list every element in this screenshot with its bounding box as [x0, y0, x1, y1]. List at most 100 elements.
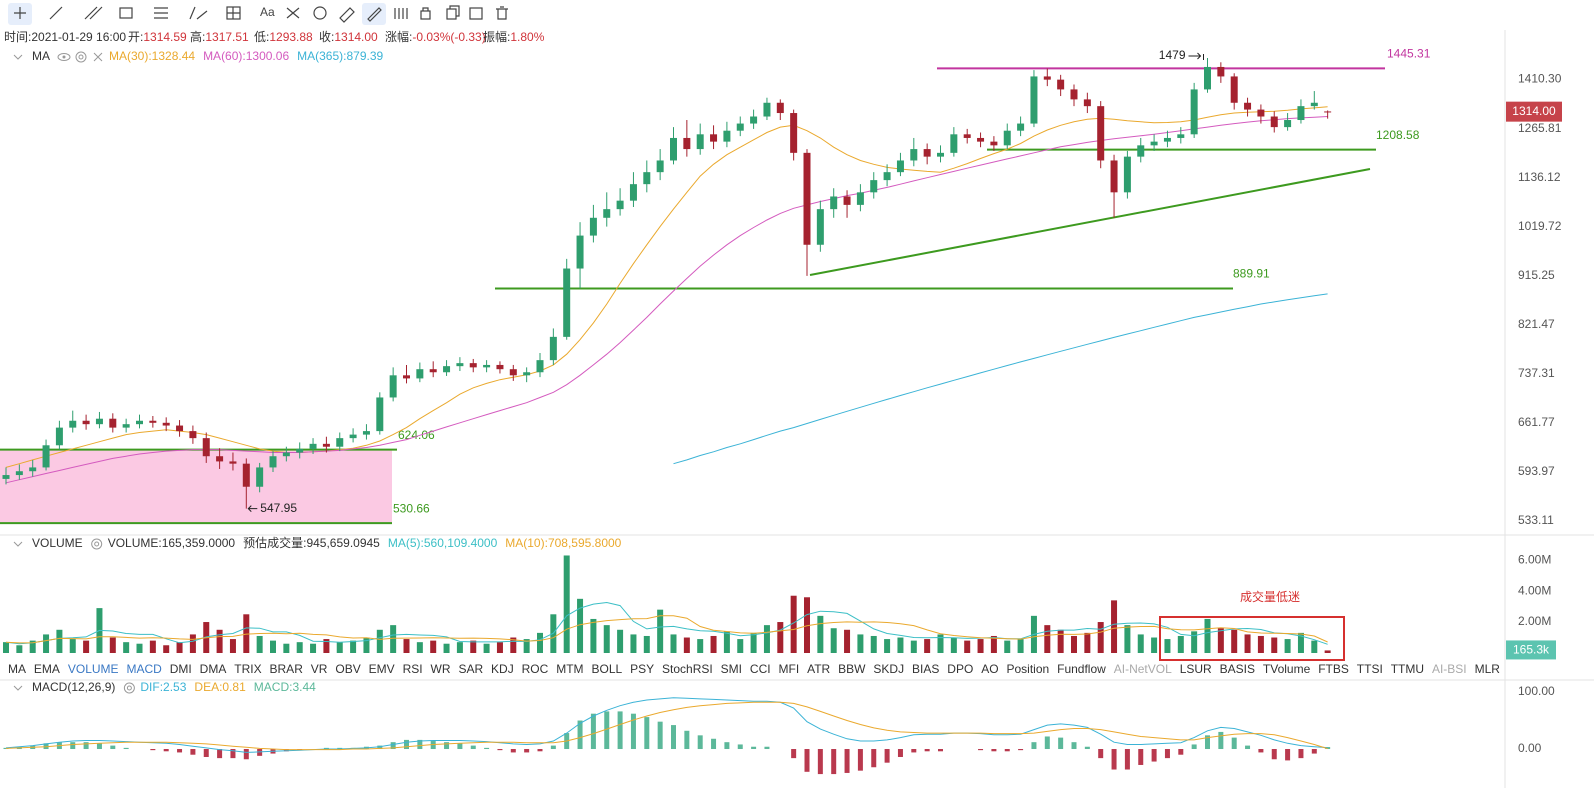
volume-bar [817, 615, 824, 653]
macd-bar [497, 749, 503, 751]
indicator-tab[interactable]: ROC [521, 662, 549, 676]
macd-bar [417, 739, 423, 750]
indicator-tab[interactable]: AO [981, 662, 999, 676]
volume-bar [270, 640, 276, 653]
indicator-tab[interactable]: MTM [556, 662, 584, 676]
collapse-chevron[interactable] [13, 541, 23, 547]
indicator-tab[interactable]: BBW [838, 662, 866, 676]
indicator-tab[interactable]: SMI [720, 662, 742, 676]
indicator-tab[interactable]: MLR [1474, 662, 1500, 676]
indicator-tab[interactable]: VOLUME [67, 662, 119, 676]
indicator-title: MACD(12,26,9) [32, 680, 115, 694]
volume-bar [1164, 639, 1171, 653]
gann-tool[interactable] [189, 6, 208, 20]
indicator-tab[interactable]: OBV [335, 662, 361, 676]
candle-body [336, 438, 344, 447]
annotation-box [1159, 616, 1345, 661]
indicator-tab[interactable]: BRAR [269, 662, 303, 676]
macd-bar [1031, 742, 1037, 750]
indicator-tab[interactable]: AI-NetVOL [1113, 662, 1172, 676]
indicator-tab[interactable]: AI-BSI [1431, 662, 1467, 676]
level-label: 530.66 [393, 501, 430, 515]
indicator-tab[interactable]: DPO [947, 662, 974, 676]
indicator-tab[interactable]: EMV [368, 662, 395, 676]
macd-bar [871, 749, 877, 768]
indicator-tab[interactable]: SAR [458, 662, 484, 676]
indicator-tab[interactable]: BIAS [912, 662, 940, 676]
indicator-tab[interactable]: MFI [778, 662, 800, 676]
indicator-tab[interactable]: MA [8, 662, 26, 676]
collapse-chevron[interactable] [13, 685, 23, 691]
channel-tool[interactable] [84, 6, 103, 20]
indicator-tab[interactable]: RSI [402, 662, 423, 676]
ruler-tool[interactable] [339, 7, 355, 23]
indicator-tab[interactable]: TTMU [1390, 662, 1425, 676]
indicator-tab[interactable]: TTSI [1356, 662, 1383, 676]
rect-tool[interactable] [119, 7, 133, 19]
hide-tool[interactable] [469, 7, 483, 20]
indicator-tab[interactable]: ATR [807, 662, 831, 676]
delete-tool[interactable] [496, 6, 508, 20]
pen-tool[interactable] [367, 7, 382, 22]
indicator-tab[interactable]: LSUR [1179, 662, 1212, 676]
indicator-tab[interactable]: PSY [630, 662, 655, 676]
macd-bar [537, 749, 543, 752]
candle-body [990, 141, 998, 146]
candle-body [1057, 79, 1065, 90]
volume-bar [430, 640, 437, 653]
indicator-tab[interactable]: WR [430, 662, 451, 676]
magnet-tool[interactable] [313, 6, 327, 20]
candle-body [1324, 111, 1332, 113]
macd-bar [70, 742, 76, 750]
indicator-tab[interactable]: BASIS [1219, 662, 1255, 676]
indicator-tab[interactable]: DMI [169, 662, 192, 676]
line-tool[interactable] [49, 6, 63, 20]
macd-bar [1245, 745, 1251, 750]
indicator-tab[interactable]: DMA [199, 662, 227, 676]
candle-body [603, 209, 611, 218]
indicator-tab[interactable]: Fundflow [1057, 662, 1106, 676]
gear-icon[interactable] [91, 538, 103, 550]
candle-body [376, 397, 384, 432]
indicator-tab[interactable]: SKDJ [873, 662, 905, 676]
indicator-tab[interactable]: Position [1006, 662, 1050, 676]
macd-bar [590, 713, 596, 750]
indicator-tab[interactable]: MACD [126, 662, 162, 676]
copy-tool[interactable] [446, 5, 460, 20]
close-icon[interactable] [93, 52, 103, 62]
indicator-tab[interactable]: KDJ [491, 662, 514, 676]
gear-dot [94, 541, 100, 547]
volume-bar [310, 643, 317, 653]
volume-bar [1244, 634, 1251, 653]
indicator-tab[interactable]: StochRSI [662, 662, 713, 676]
eye-icon[interactable] [57, 53, 71, 61]
indicator-tab[interactable]: BOLL [591, 662, 623, 676]
volume-bar [403, 639, 410, 653]
gear-icon[interactable] [75, 51, 87, 63]
pattern-tool[interactable] [286, 7, 300, 19]
legend-entry: MA(10):708,595.8000 [505, 536, 621, 550]
gear-icon[interactable] [123, 682, 135, 694]
collapse-chevron[interactable] [13, 54, 23, 60]
info-value: 1317.51 [205, 30, 249, 44]
candle-body [403, 375, 410, 379]
candle-body [202, 438, 210, 457]
volume-bar [1084, 632, 1091, 653]
volume-bar [897, 637, 904, 653]
lock-tool[interactable] [420, 7, 431, 20]
indicator-tab[interactable]: VR [310, 662, 328, 676]
crosshair-tool[interactable] [14, 7, 26, 19]
y-tick-label: 593.97 [1518, 464, 1555, 478]
eye-outline [57, 53, 71, 61]
fib-tool[interactable] [154, 7, 168, 19]
indicator-tab[interactable]: EMA [33, 662, 60, 676]
measure-tool[interactable] [226, 6, 241, 20]
candle-body [322, 443, 330, 447]
indicator-tab[interactable]: FTBS [1318, 662, 1349, 676]
text-tool[interactable]: Aa [260, 5, 275, 19]
indicator-tab[interactable]: TVolume [1262, 662, 1311, 676]
indicator-tab[interactable]: CCI [749, 662, 771, 676]
candle-body [616, 200, 624, 210]
bars-tool[interactable] [394, 8, 408, 19]
indicator-tab[interactable]: TRIX [234, 662, 262, 676]
